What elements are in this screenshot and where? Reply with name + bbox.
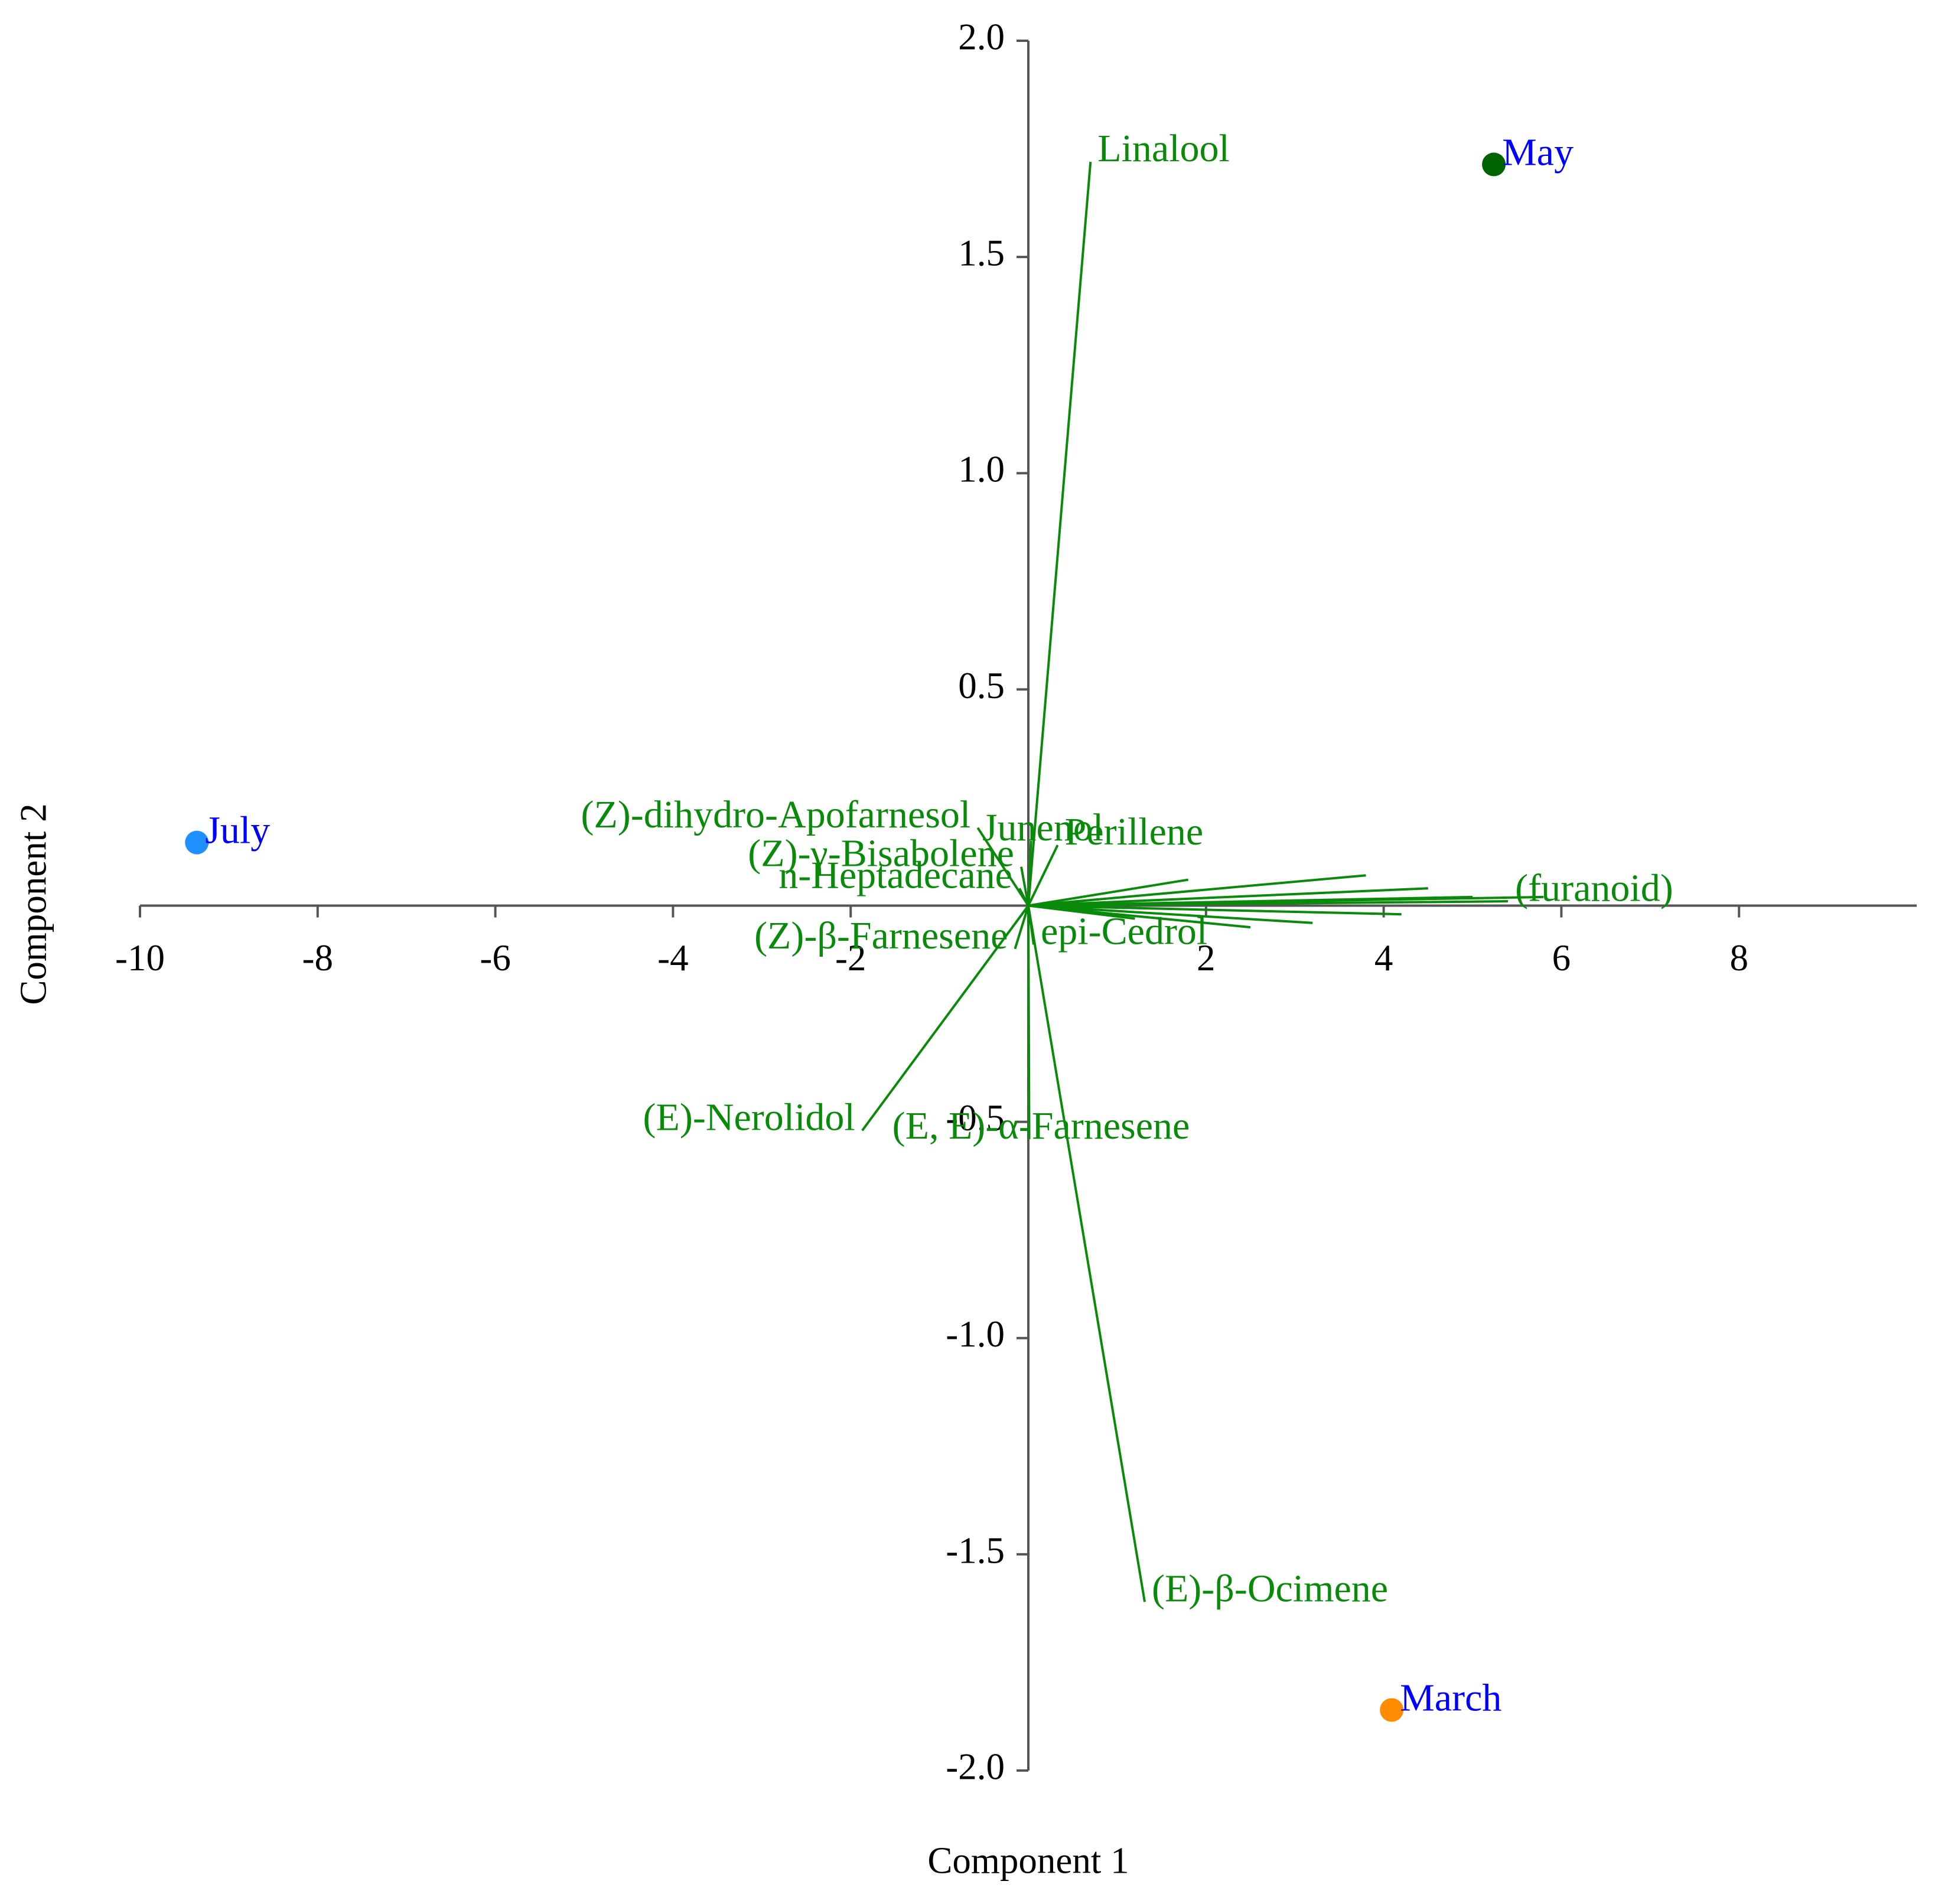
loading-vector <box>1028 895 1544 907</box>
loading-label: (Z)-γ-Bisabolene <box>748 832 1014 875</box>
loading-label: (E, E)-α-Farnesene <box>892 1104 1190 1147</box>
loading-label: (E)-β-Ocimene <box>1152 1567 1388 1610</box>
loading-label: Linalool <box>1097 127 1230 170</box>
y-tick-label: 1.5 <box>958 233 1005 274</box>
loading-vector <box>1027 840 1032 906</box>
y-tick-label: -1.0 <box>946 1313 1005 1355</box>
x-tick-label: -8 <box>302 937 333 979</box>
loading-label: (Z)-dihydro-Apofarnesol <box>581 793 970 836</box>
x-tick-label: -4 <box>657 937 688 979</box>
score-point <box>185 830 209 855</box>
y-tick-label: -1.5 <box>946 1530 1005 1571</box>
score-point <box>1482 152 1506 177</box>
y-tick-label: -2.0 <box>946 1746 1005 1787</box>
loading-vector <box>1028 874 1366 907</box>
loading-vector <box>1027 905 1035 945</box>
y-tick-label: 2.0 <box>958 16 1005 57</box>
y-axis-title: Component 2 <box>12 803 54 1005</box>
loading-vector <box>1018 888 1030 907</box>
loading-label: (E)-Nerolidol <box>643 1096 855 1139</box>
x-tick-label: 6 <box>1552 937 1571 979</box>
x-tick-label: 2 <box>1197 937 1216 979</box>
loading-vector <box>1027 905 1031 1139</box>
loading-label: (furanoid) <box>1515 866 1673 909</box>
score-label: July <box>205 809 270 852</box>
x-tick-label: 8 <box>1729 937 1748 979</box>
loading-vector <box>976 827 1030 907</box>
loading-label: Junenol <box>982 806 1103 849</box>
loading-vector <box>1028 904 1135 920</box>
score-label: March <box>1400 1677 1501 1720</box>
loading-label: (Z)-β-Farnesene <box>754 914 1008 957</box>
y-tick-label: 1.0 <box>958 449 1005 490</box>
x-tick-label: -6 <box>480 937 510 979</box>
y-tick-label: -0.5 <box>946 1097 1005 1139</box>
x-tick-label: 4 <box>1374 937 1393 979</box>
loading-label: Perillene <box>1065 810 1204 853</box>
loading-vector <box>1027 161 1092 906</box>
loading-vector <box>1014 905 1030 950</box>
x-axis-title: Component 1 <box>927 1840 1129 1881</box>
loading-label: n-Heptadecane <box>778 853 1012 896</box>
score-point <box>1380 1698 1404 1722</box>
loading-vector <box>1028 904 1402 916</box>
loading-vector <box>861 905 1030 1132</box>
loading-vector <box>1027 845 1059 907</box>
score-label: May <box>1502 131 1574 174</box>
loading-vector <box>1020 866 1030 906</box>
loading-vector <box>1028 904 1313 924</box>
loading-vector <box>1028 878 1189 907</box>
x-tick-label: -10 <box>115 937 165 979</box>
x-tick-label: -2 <box>835 937 866 979</box>
loading-vector <box>1028 887 1428 907</box>
y-tick-label: 0.5 <box>958 665 1005 706</box>
loading-vector <box>1027 905 1146 1602</box>
